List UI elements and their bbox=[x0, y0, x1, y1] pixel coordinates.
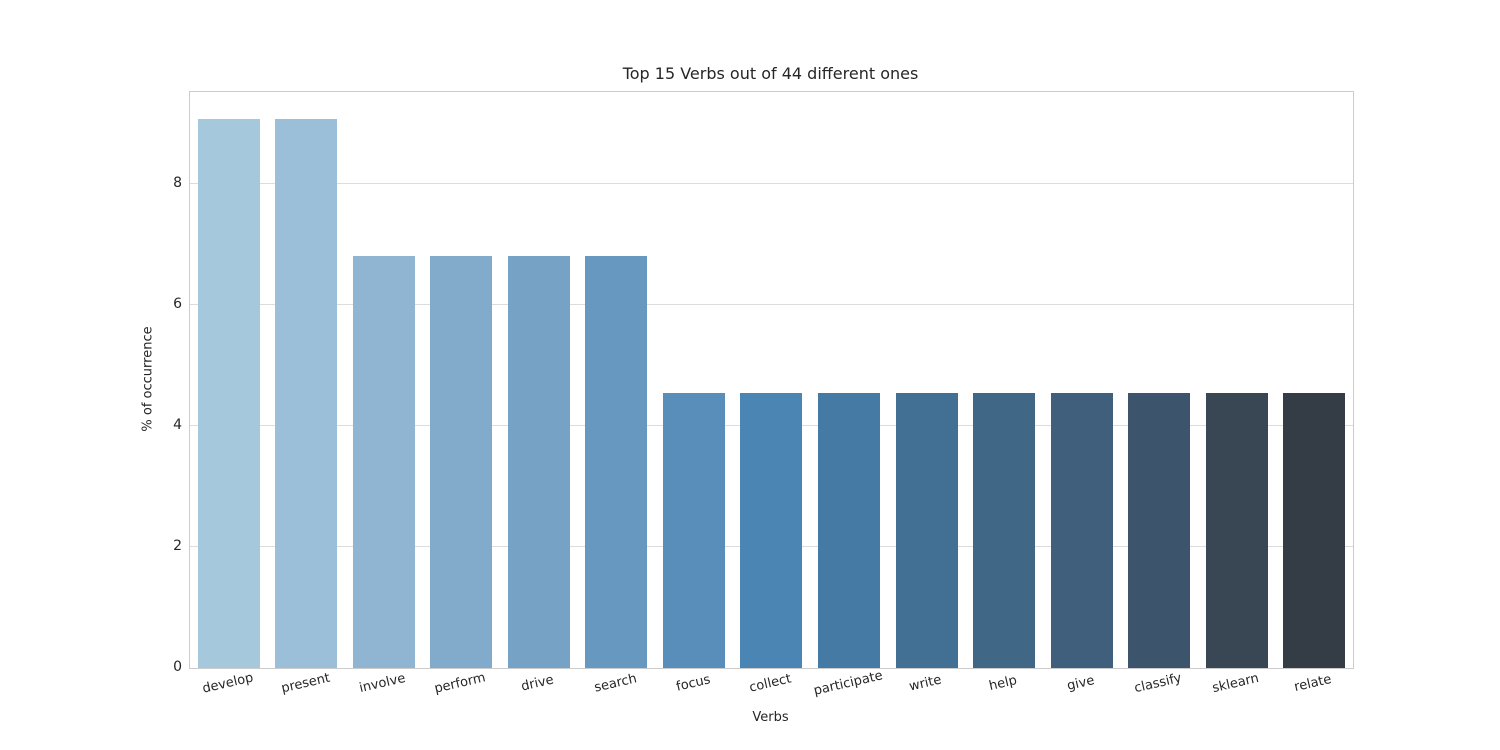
x-tick-slot-relate: relate bbox=[1274, 672, 1352, 695]
bar-slot-help bbox=[965, 92, 1043, 668]
bar-slot-perform bbox=[423, 92, 501, 668]
x-tick-label-participate: participate bbox=[812, 668, 884, 699]
x-tick-label-perform: perform bbox=[433, 670, 488, 697]
x-tick-label-sklearn: sklearn bbox=[1210, 670, 1261, 697]
bar-give bbox=[1050, 393, 1113, 668]
bar-slot-write bbox=[888, 92, 966, 668]
bar-perform bbox=[430, 255, 493, 668]
gridline-y-8 bbox=[190, 183, 1353, 185]
bar-slot-sklearn bbox=[1198, 92, 1276, 668]
bar-involve bbox=[352, 255, 415, 668]
bar-slot-develop bbox=[190, 92, 268, 668]
bar-write bbox=[895, 393, 958, 668]
x-tick-slot-drive: drive bbox=[499, 672, 577, 694]
y-tick-label-6: 6 bbox=[173, 296, 182, 313]
bar-search bbox=[585, 255, 648, 668]
bar-slot-collect bbox=[733, 92, 811, 668]
plot-area bbox=[189, 91, 1354, 669]
x-tick-slot-present: present bbox=[267, 671, 345, 697]
y-tick-label-4: 4 bbox=[173, 417, 182, 434]
y-tick-label-2: 2 bbox=[173, 538, 182, 555]
chart-title: Top 15 Verbs out of 44 different ones bbox=[622, 64, 919, 83]
x-tick-slot-develop: develop bbox=[189, 670, 267, 696]
x-tick-slot-search: search bbox=[577, 671, 655, 695]
x-tick-label-involve: involve bbox=[358, 670, 408, 697]
bar-slot-present bbox=[268, 92, 346, 668]
x-tick-label-drive: drive bbox=[520, 672, 556, 695]
x-tick-slot-participate: participate bbox=[809, 668, 887, 698]
x-axis-ticks: develop present involve perform drive search f… bbox=[189, 668, 1352, 698]
bar-collect bbox=[740, 393, 803, 668]
bar-drive bbox=[507, 255, 570, 668]
y-tick-label-8: 8 bbox=[173, 175, 182, 192]
bar-slot-focus bbox=[655, 92, 733, 668]
bar-develop bbox=[197, 118, 260, 668]
bar-slot-classify bbox=[1120, 92, 1198, 668]
x-tick-label-search: search bbox=[592, 671, 639, 696]
x-tick-slot-focus: focus bbox=[654, 672, 732, 694]
bar-slot-give bbox=[1043, 92, 1121, 668]
y-tick-label-0: 0 bbox=[173, 659, 182, 675]
bar-sklearn bbox=[1205, 393, 1268, 668]
bar-classify bbox=[1128, 393, 1191, 668]
x-tick-slot-sklearn: sklearn bbox=[1197, 671, 1275, 696]
x-tick-label-relate: relate bbox=[1293, 671, 1334, 696]
gridline-y-6 bbox=[190, 304, 1353, 306]
bar-series bbox=[190, 92, 1353, 668]
x-axis-label: Verbs bbox=[752, 710, 789, 725]
bar-focus bbox=[662, 393, 725, 668]
bar-slot-participate bbox=[810, 92, 888, 668]
x-tick-slot-involve: involve bbox=[344, 671, 422, 696]
bar-slot-relate bbox=[1275, 92, 1353, 668]
x-tick-label-present: present bbox=[279, 670, 332, 697]
x-tick-label-classify: classify bbox=[1133, 670, 1184, 697]
x-tick-slot-give: give bbox=[1042, 673, 1120, 694]
x-tick-slot-write: write bbox=[887, 673, 965, 695]
bar-help bbox=[973, 393, 1036, 668]
bar-slot-involve bbox=[345, 92, 423, 668]
bar-slot-search bbox=[578, 92, 656, 668]
x-tick-label-develop: develop bbox=[200, 670, 255, 697]
y-axis-ticks: 0 2 4 6 8 bbox=[150, 91, 182, 675]
bar-slot-drive bbox=[500, 92, 578, 668]
x-tick-slot-help: help bbox=[964, 673, 1042, 694]
x-tick-label-focus: focus bbox=[674, 672, 712, 695]
x-tick-slot-perform: perform bbox=[422, 670, 500, 696]
bar-present bbox=[275, 118, 338, 668]
x-tick-label-help: help bbox=[987, 673, 1019, 694]
x-tick-slot-classify: classify bbox=[1119, 671, 1197, 696]
bar-relate bbox=[1283, 393, 1346, 668]
x-tick-label-give: give bbox=[1065, 673, 1096, 694]
x-tick-label-write: write bbox=[907, 672, 944, 695]
x-tick-label-collect: collect bbox=[748, 671, 793, 696]
x-tick-slot-collect: collect bbox=[732, 671, 810, 695]
bar-participate bbox=[818, 393, 881, 668]
